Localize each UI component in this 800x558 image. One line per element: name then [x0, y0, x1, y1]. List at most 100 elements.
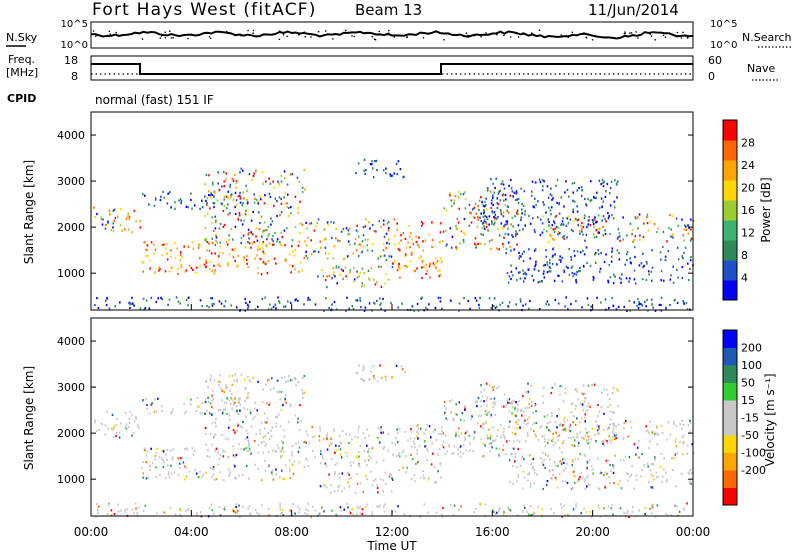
power-cell [602, 182, 604, 185]
velocity-cell [486, 413, 488, 416]
velocity-cell [263, 440, 265, 443]
power-cell [555, 214, 558, 218]
power-cell [480, 219, 482, 222]
velocity-cell [566, 418, 569, 422]
velocity-cell [158, 455, 161, 458]
power-cell [348, 232, 350, 236]
velocity-cell [462, 452, 464, 455]
power-cell [496, 247, 498, 250]
noise-search-dot [583, 32, 585, 34]
power-cell [283, 170, 286, 173]
power-cell [279, 244, 282, 247]
power-cell [247, 307, 249, 310]
velocity-cell [648, 481, 650, 484]
velocity-cell [437, 470, 439, 473]
power-cell [506, 222, 509, 225]
power-cell [344, 257, 346, 260]
power-cell [458, 309, 460, 312]
velocity-cell [541, 451, 544, 454]
velocity-cell [279, 398, 282, 401]
velocity-cell [665, 480, 668, 483]
power-cell [346, 296, 348, 299]
power-cell [681, 276, 684, 280]
noise-search-dot [108, 30, 111, 33]
velocity-cell [522, 410, 525, 413]
power-cell [462, 238, 465, 242]
noise-search-dot [687, 37, 689, 39]
velocity-cell [397, 505, 399, 508]
noise-search-dot [278, 30, 281, 32]
power-cell [510, 277, 512, 281]
power-cell [204, 195, 206, 198]
power-cell [424, 266, 427, 269]
velocity-cell [303, 374, 306, 378]
velocity-cell [239, 515, 241, 518]
power-cell [510, 178, 512, 182]
velocity-cell [377, 491, 379, 494]
velocity-cell [518, 400, 521, 403]
power-cell [580, 186, 583, 189]
power-cell [284, 259, 286, 262]
velocity-cell [276, 379, 279, 382]
power-cell [145, 299, 148, 302]
power-cell [369, 163, 372, 166]
power-cell [205, 265, 207, 268]
velocity-cell [238, 474, 240, 477]
power-cell [591, 219, 594, 222]
power-cell [445, 229, 447, 232]
power-cell [585, 233, 588, 237]
velocity-cell [437, 453, 439, 456]
power-cell [191, 241, 194, 244]
power-cell [192, 247, 195, 250]
velocity-cell [323, 510, 325, 513]
velocity-cell [552, 432, 555, 435]
velocity-cell [462, 444, 465, 447]
velocity-cell [294, 377, 296, 380]
velocity-cell [452, 514, 455, 517]
power-cell [507, 281, 510, 284]
velocity-cell [532, 511, 535, 514]
power-cell [521, 212, 523, 215]
velocity-cell [150, 447, 152, 450]
power-cell [361, 250, 364, 253]
power-cell [642, 252, 644, 255]
power-cell [301, 190, 304, 194]
power-cell [458, 302, 461, 305]
velocity-cell [483, 388, 486, 391]
power-cell [554, 253, 556, 256]
velocity-cell [161, 449, 163, 453]
velocity-cell [241, 426, 244, 429]
power-cell [333, 245, 336, 248]
velocity-cell [507, 401, 509, 404]
velocity-cell [307, 509, 309, 512]
power-cell [382, 242, 385, 245]
velocity-cell [143, 447, 146, 450]
power-cell [347, 233, 349, 236]
velocity-cell [234, 510, 236, 513]
velocity-cell [676, 505, 678, 508]
velocity-cell [583, 400, 586, 403]
power-cell [264, 296, 266, 299]
velocity-cell [205, 380, 207, 383]
power-cell [380, 225, 382, 228]
velocity-y-tick-label: 4000 [57, 335, 85, 348]
velocity-cell [298, 511, 300, 514]
velocity-cell [297, 450, 300, 453]
power-cell [351, 305, 354, 308]
power-cell [577, 218, 580, 221]
power-cell [317, 218, 320, 221]
velocity-cell [211, 443, 214, 446]
power-y-tick-label: 1000 [57, 267, 85, 280]
velocity-cell [555, 464, 557, 467]
power-cell [96, 297, 98, 300]
power-cell [288, 253, 291, 256]
freq-left-label: Freq. [8, 53, 35, 66]
power-cell [602, 225, 604, 229]
velocity-cell [439, 462, 441, 465]
power-cell [552, 254, 554, 257]
power-cell [488, 215, 491, 218]
velocity-cell [535, 435, 537, 438]
power-cell [248, 231, 250, 234]
power-cell [552, 197, 554, 200]
freq-right-label: Nave [747, 62, 775, 75]
